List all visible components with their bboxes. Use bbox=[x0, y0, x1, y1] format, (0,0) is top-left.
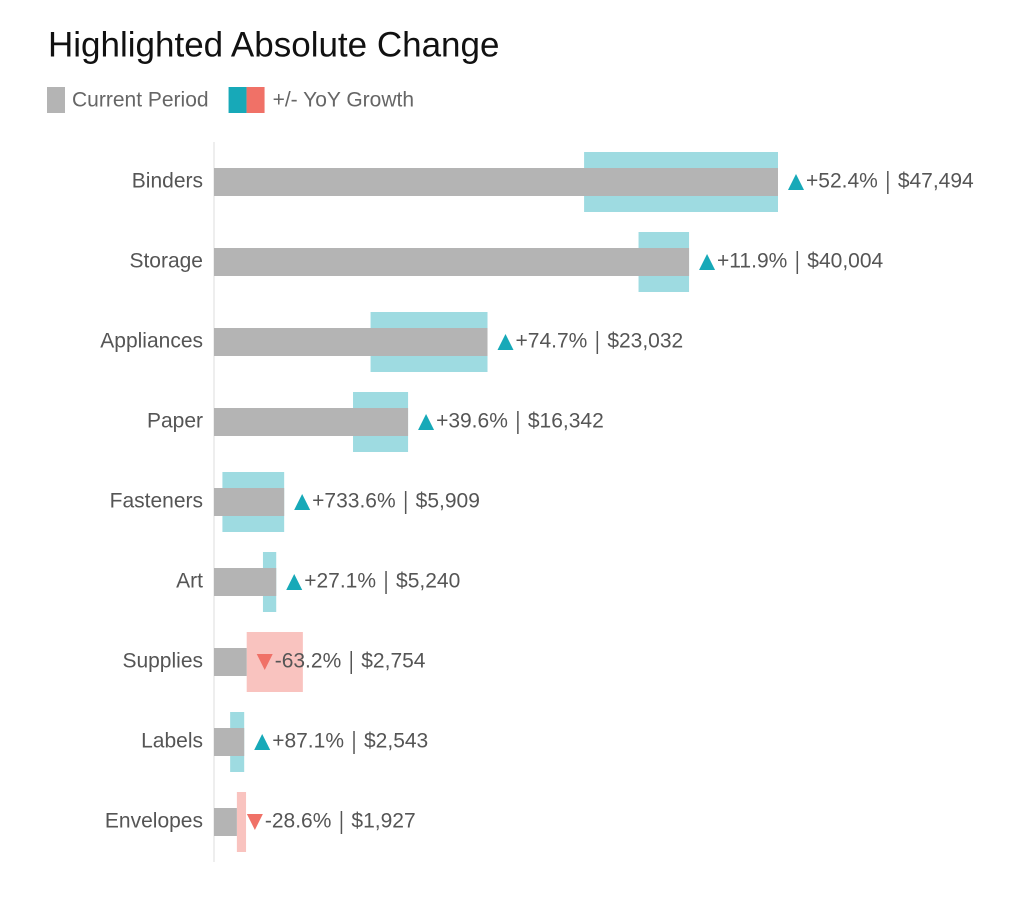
category-label: Art bbox=[176, 570, 203, 593]
value-label: $1,927 bbox=[351, 810, 415, 833]
bar bbox=[214, 248, 690, 276]
growth-label: -28.6% bbox=[265, 810, 332, 833]
growth-label: +74.7% bbox=[516, 330, 588, 353]
bar bbox=[214, 568, 277, 596]
legend-label: +/- YoY Growth bbox=[273, 89, 414, 112]
growth-indicator bbox=[254, 734, 271, 750]
growth-label: +27.1% bbox=[304, 570, 376, 593]
bar bbox=[214, 328, 488, 356]
category-label: Envelopes bbox=[105, 810, 203, 833]
value-label: $40,004 bbox=[807, 250, 883, 273]
growth-indicator bbox=[418, 414, 435, 430]
bar bbox=[214, 808, 237, 836]
growth-label: -63.2% bbox=[275, 650, 342, 673]
category-label: Labels bbox=[141, 730, 203, 753]
category-label: Appliances bbox=[100, 330, 203, 353]
value-label: $2,543 bbox=[364, 730, 428, 753]
growth-label: +52.4% bbox=[806, 170, 878, 193]
value-label: $5,909 bbox=[416, 490, 480, 513]
category-label: Binders bbox=[132, 170, 203, 193]
legend-swatch bbox=[246, 87, 265, 113]
chart-title: Highlighted Absolute Change bbox=[48, 25, 499, 64]
bar bbox=[214, 488, 285, 516]
growth-band bbox=[246, 632, 303, 692]
bar bbox=[214, 648, 247, 676]
category-label: Fasteners bbox=[110, 490, 203, 513]
growth-band bbox=[236, 792, 247, 852]
value-label: $23,032 bbox=[607, 330, 683, 353]
growth-label: +87.1% bbox=[272, 730, 344, 753]
category-label: Supplies bbox=[122, 650, 203, 673]
growth-label: +11.9% bbox=[717, 250, 787, 273]
value-label: $47,494 bbox=[898, 170, 974, 193]
growth-indicator bbox=[256, 654, 273, 670]
legend-label: Current Period bbox=[72, 89, 209, 112]
category-label: Storage bbox=[129, 250, 203, 273]
bar bbox=[214, 408, 409, 436]
growth-indicator bbox=[788, 174, 804, 190]
growth-indicator bbox=[246, 814, 263, 830]
growth-indicator bbox=[294, 494, 311, 510]
value-label: $2,754 bbox=[361, 650, 426, 673]
growth-label: +733.6% bbox=[312, 490, 396, 513]
legend-swatch bbox=[47, 87, 65, 113]
bar bbox=[214, 728, 245, 756]
value-label: $5,240 bbox=[396, 570, 460, 593]
value-label: $16,342 bbox=[528, 410, 604, 433]
growth-label: +39.6% bbox=[436, 410, 508, 433]
growth-indicator bbox=[497, 334, 514, 350]
legend-swatch bbox=[228, 87, 247, 113]
category-label: Paper bbox=[147, 410, 203, 433]
bar bbox=[214, 168, 778, 196]
growth-indicator bbox=[286, 574, 303, 590]
growth-indicator bbox=[699, 254, 716, 270]
